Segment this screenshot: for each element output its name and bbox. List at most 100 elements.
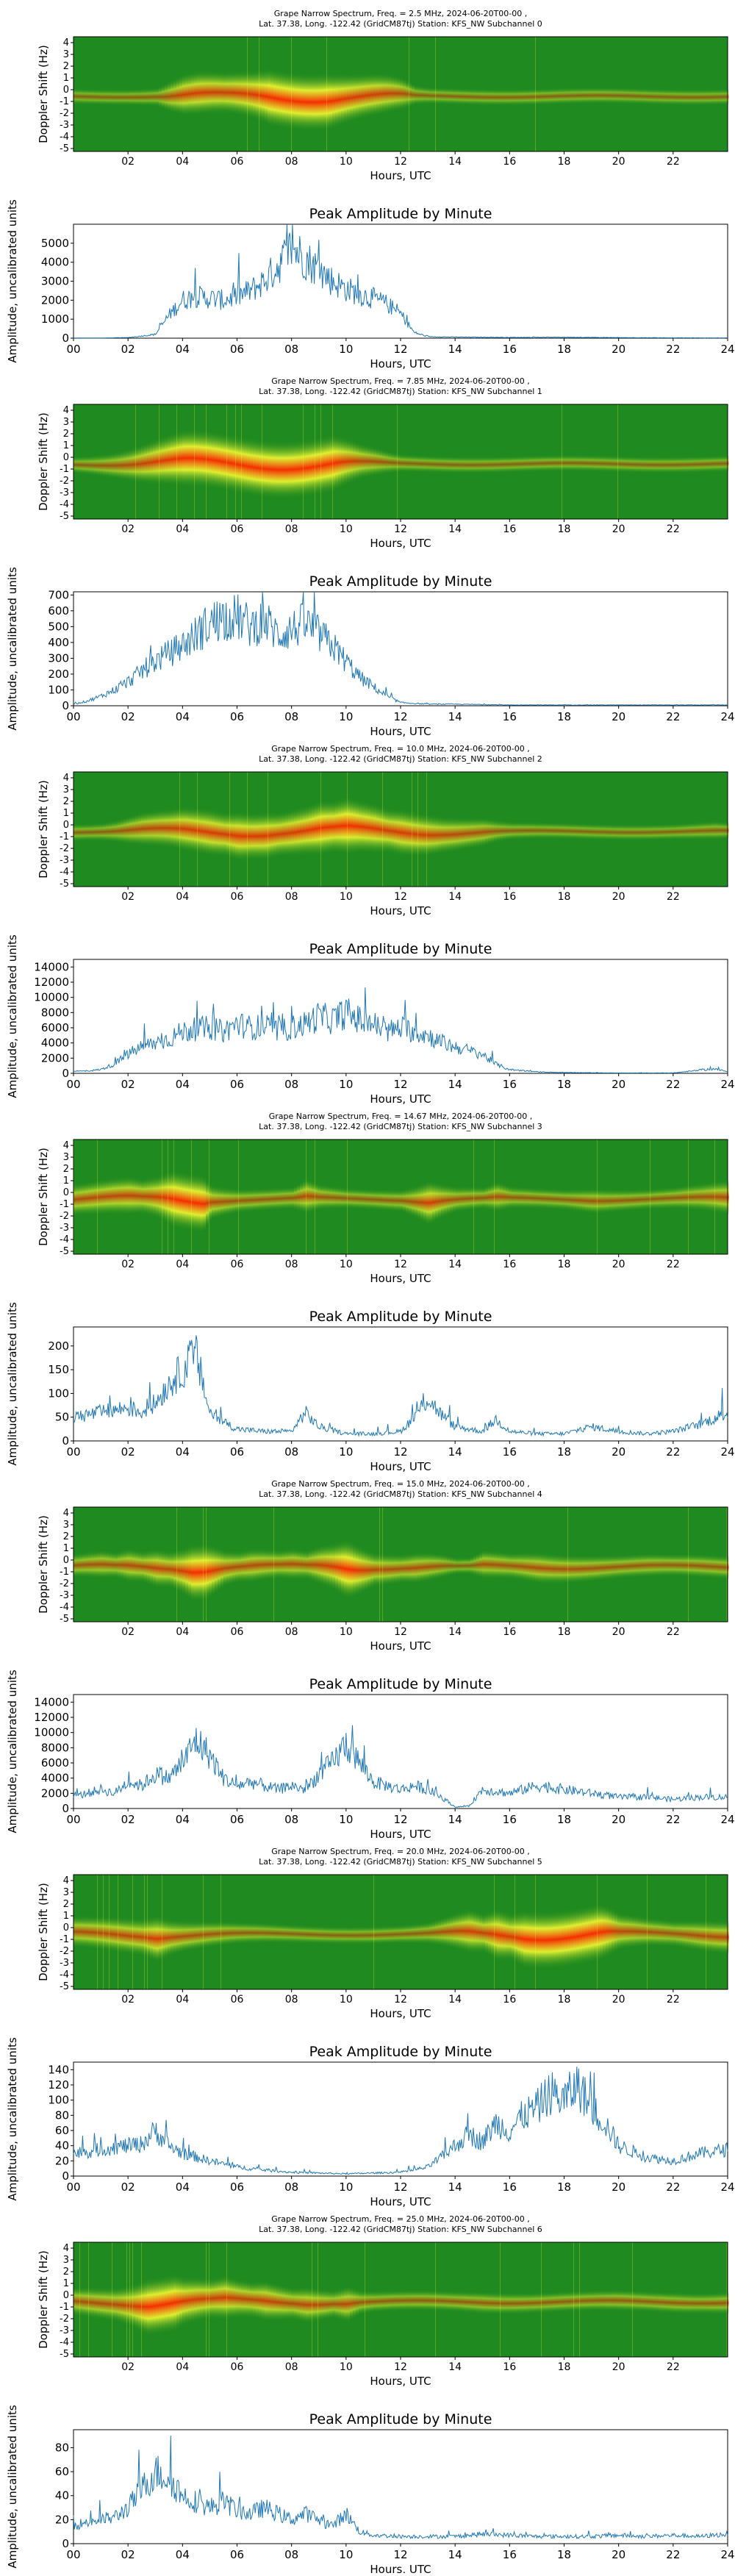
spectrogram-streak <box>606 455 609 472</box>
spectrogram-streak <box>103 454 106 477</box>
spectrogram-streak <box>144 1178 147 1215</box>
spectrogram-streak <box>723 89 726 105</box>
spectrogram-streak <box>579 823 582 840</box>
spectrogram-streak <box>703 2293 706 2314</box>
spectrogram-xtick-label: 06 <box>231 891 244 903</box>
spectrogram-streak <box>553 822 556 839</box>
spectrogram-streak <box>523 1910 526 1969</box>
spectrogram-streak-vertical <box>247 37 248 151</box>
spectrogram-streak <box>85 456 88 475</box>
spectrogram-streak <box>638 1189 641 1211</box>
spectrogram-streak <box>215 1921 218 1947</box>
amplitude-xtick-label: 18 <box>557 1445 571 1459</box>
spectrogram-title-line1: Grape Narrow Spectrum, Freq. = 10.0 MHz,… <box>271 744 530 754</box>
spectrogram-streak <box>329 434 332 493</box>
amplitude-xtick-label: 06 <box>230 1078 244 1091</box>
spectrogram-streak <box>547 455 550 472</box>
spectrogram-streak <box>388 2290 391 2312</box>
spectrogram-streak <box>220 1548 223 1589</box>
spectrogram-streak <box>400 76 403 110</box>
spectrogram-streak <box>382 1189 385 1211</box>
spectrogram-streak <box>576 1907 579 1966</box>
spectrogram-streak <box>641 1553 644 1578</box>
spectrogram-ytick-label: 4 <box>63 405 69 416</box>
spectrogram-streak <box>717 1555 720 1579</box>
spectrogram-streak <box>573 1189 576 1212</box>
spectrogram-streak <box>188 72 191 116</box>
spectrogram-streak <box>215 809 218 856</box>
spectrogram-streak <box>432 1920 435 1945</box>
spectrogram-streak <box>523 2292 526 2314</box>
spectrogram-streak <box>153 1548 156 1587</box>
spectrogram-streak <box>403 809 406 856</box>
spectrogram-streak-vertical <box>197 772 198 887</box>
spectrogram-streak <box>447 456 450 473</box>
spectrogram-streak-vertical <box>326 37 327 151</box>
spectrogram-ytick-label: -4 <box>60 499 69 510</box>
spectrogram-streak <box>420 86 423 105</box>
spectrogram-title-line2: Lat. 37.38, Long. -122.42 (GridCM87tj) S… <box>259 1489 542 1499</box>
spectrogram-streak <box>368 2290 370 2314</box>
spectrogram-streak <box>126 816 129 845</box>
spectrogram-streak <box>644 457 647 473</box>
spectrogram-streak-vertical <box>176 404 177 519</box>
spectrogram-xtick-label: 04 <box>176 891 189 903</box>
spectrogram-streak <box>126 1176 129 1215</box>
spectrogram-streak <box>544 455 547 472</box>
spectrogram-streak <box>541 1911 544 1969</box>
spectrogram-streak <box>509 2292 512 2314</box>
spectrogram-streak <box>567 2291 570 2312</box>
spectrogram-streak <box>203 429 206 488</box>
spectrogram-streak <box>279 440 282 499</box>
spectrogram-streak <box>376 1926 379 1944</box>
spectrogram-streak <box>617 87 620 104</box>
spectrogram-streak <box>247 1549 250 1584</box>
spectrogram-title-line2: Lat. 37.38, Long. -122.42 (GridCM87tj) S… <box>259 19 542 29</box>
spectrogram-streak <box>485 1185 488 1210</box>
spectrogram-streak <box>326 2289 329 2320</box>
spectrogram-streak <box>494 820 497 843</box>
spectrogram-streak <box>359 1926 362 1944</box>
spectrogram-streak <box>94 1916 97 1950</box>
spectrogram-streak <box>659 2291 662 2314</box>
spectrogram-ytick-label: 3 <box>63 1887 69 1898</box>
spectrogram-streak <box>279 1549 282 1579</box>
spectrogram-streak <box>447 2291 450 2312</box>
spectrogram-ytick-label: 2 <box>63 796 69 807</box>
spectrogram-streak <box>185 429 188 487</box>
spectrogram-streak <box>188 806 191 853</box>
amplitude-xtick-label: 18 <box>557 1078 571 1091</box>
spectrogram-streak <box>391 1925 394 1944</box>
spectrogram-streak <box>212 431 215 490</box>
spectrogram-ytick-label: -3 <box>60 120 69 131</box>
spectrogram-streak <box>514 821 517 840</box>
spectrogram-streak <box>447 1555 450 1576</box>
spectrogram-streak <box>306 439 309 498</box>
spectrogram-ytick-label: 4 <box>63 1508 69 1519</box>
amplitude-ylabel: Amplitude, uncalibrated units <box>6 2405 19 2569</box>
spectrogram-streak <box>203 2277 206 2320</box>
spectrogram-streak <box>285 1548 288 1579</box>
spectrogram-streak <box>79 823 82 841</box>
spectrogram-streak <box>262 1922 265 1943</box>
spectrogram-streak <box>238 435 241 494</box>
spectrogram-streak <box>538 2292 541 2314</box>
spectrogram-streak <box>82 2286 85 2317</box>
spectrogram-streak <box>632 1914 635 1948</box>
spectrogram-streak <box>370 1926 373 1944</box>
spectrogram-ytick-label: -1 <box>60 96 69 107</box>
spectrogram-streak <box>121 89 123 106</box>
spectrogram-streak <box>467 1186 470 1211</box>
spectrogram-streak <box>659 1919 662 1947</box>
spectrogram-streak <box>559 1554 562 1584</box>
spectrogram-streak <box>147 441 150 484</box>
spectrogram-streak <box>279 2284 282 2321</box>
spectrogram-ylabel: Doppler Shift (Hz) <box>37 412 50 511</box>
spectrogram-streak <box>270 68 273 127</box>
spectrogram-streak-vertical <box>206 1507 207 1622</box>
spectrogram-streak <box>564 87 567 104</box>
spectrogram-streak <box>603 455 606 472</box>
spectrogram-streak <box>91 823 94 842</box>
spectrogram-streak <box>100 2287 103 2320</box>
spectrogram-streak <box>714 820 717 840</box>
